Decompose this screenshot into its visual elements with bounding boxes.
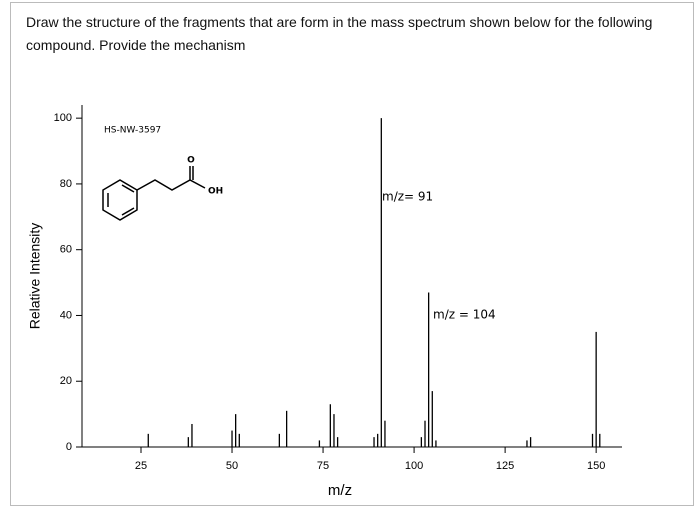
question-line: Draw the structure of the fragments that… — [26, 14, 653, 30]
x-tick-label: 150 — [587, 460, 605, 472]
y-tick-label: 40 — [60, 309, 72, 321]
y-axis-title: Relative Intensity — [27, 223, 43, 330]
x-tick-label: 100 — [405, 460, 423, 472]
annotation: m/z = 104 — [433, 308, 496, 322]
x-tick-label: 50 — [226, 460, 238, 472]
chain — [136, 179, 206, 191]
double-bond — [121, 207, 135, 216]
y-tick-label: 20 — [60, 375, 72, 387]
annotation: m/z= 91 — [382, 190, 433, 204]
y-tick-label: 60 — [60, 244, 72, 256]
sample-id: HS-NW-3597 — [104, 126, 161, 136]
y-tick-label: 0 — [66, 441, 72, 453]
x-axis-title: m/z — [328, 482, 352, 499]
x-tick-label: 25 — [135, 460, 147, 472]
x-tick-label: 75 — [317, 460, 329, 472]
y-tick-label: 100 — [54, 112, 72, 124]
structure — [102, 166, 206, 221]
atom-label: O — [187, 156, 195, 166]
y-tick-label: 80 — [60, 178, 72, 190]
x-tick-label: 125 — [496, 460, 514, 472]
atom-label: OH — [208, 187, 223, 197]
double-bond — [121, 184, 135, 193]
question-line: compound. Provide the mechanism — [26, 37, 246, 53]
frame — [10, 2, 694, 506]
